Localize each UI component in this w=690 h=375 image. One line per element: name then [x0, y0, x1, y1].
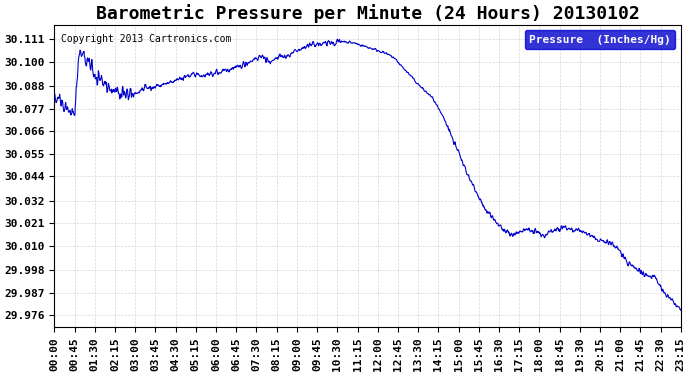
Legend: Pressure  (Inches/Hg): Pressure (Inches/Hg)	[524, 30, 676, 49]
Title: Barometric Pressure per Minute (24 Hours) 20130102: Barometric Pressure per Minute (24 Hours…	[96, 4, 640, 23]
Text: Copyright 2013 Cartronics.com: Copyright 2013 Cartronics.com	[61, 34, 231, 44]
